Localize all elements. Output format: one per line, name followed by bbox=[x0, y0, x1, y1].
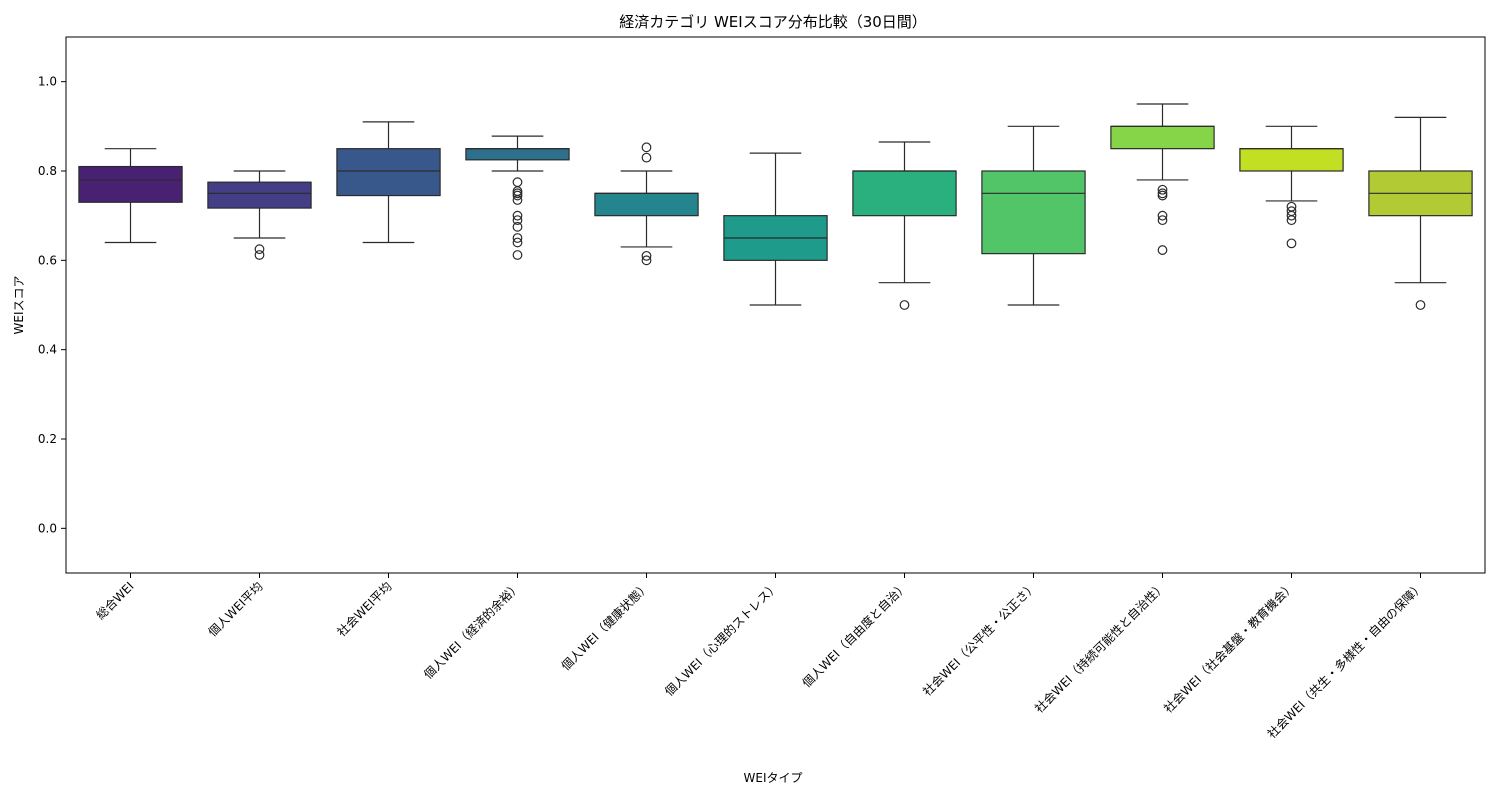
outlier-point bbox=[1286, 206, 1297, 217]
outlier-point bbox=[1157, 215, 1168, 226]
plot-frame bbox=[65, 36, 1486, 574]
outlier-point bbox=[641, 142, 652, 153]
chart-title: 経済カテゴリ WEIスコア分布比較（30日間） bbox=[619, 13, 927, 31]
x-tick-label: 個人WEI平均 bbox=[206, 579, 266, 639]
y-tick-label: 0.0 bbox=[38, 521, 57, 535]
outlier-point bbox=[512, 233, 523, 243]
box-group bbox=[852, 141, 957, 310]
x-tick-label: 社会WEI（社会基盤・教育機会） bbox=[1160, 579, 1297, 716]
box-iqr bbox=[981, 170, 1086, 255]
x-tick-label: 個人WEI（経済的余裕） bbox=[420, 579, 523, 682]
box-iqr bbox=[852, 170, 957, 217]
outlier-point bbox=[254, 244, 265, 255]
box-iqr bbox=[78, 165, 183, 203]
y-tick-label: 0.2 bbox=[38, 432, 57, 446]
box-group bbox=[594, 142, 699, 266]
x-tick-label: 個人WEI（自由度と自治） bbox=[799, 579, 911, 691]
box-group bbox=[1368, 116, 1473, 310]
x-axis-label: WEIタイプ bbox=[744, 771, 803, 785]
outlier-point bbox=[641, 250, 652, 261]
box-iqr bbox=[465, 148, 570, 161]
outlier-point bbox=[512, 210, 523, 221]
x-tick-label: 個人WEI（健康状態） bbox=[558, 579, 653, 674]
x-tick-label: 社会WEI（持続可能性と自治性） bbox=[1031, 579, 1168, 716]
x-tick-label: 個人WEI（心理的ストレス） bbox=[661, 579, 781, 699]
box-iqr bbox=[336, 148, 441, 197]
outlier-point bbox=[1157, 245, 1168, 255]
y-tick-label: 0.6 bbox=[38, 253, 57, 267]
box-iqr bbox=[207, 181, 312, 209]
box-iqr bbox=[1110, 125, 1215, 150]
x-tick-label: 社会WEI（公平性・公正さ） bbox=[919, 579, 1039, 699]
outlier-point bbox=[1286, 238, 1297, 249]
outlier-point bbox=[512, 177, 523, 188]
box-iqr bbox=[594, 192, 699, 217]
x-tick-label: 社会WEI平均 bbox=[334, 579, 395, 640]
outlier-point bbox=[641, 152, 652, 163]
box-group bbox=[78, 148, 183, 244]
y-axis-label: WEIスコア bbox=[12, 276, 26, 335]
y-tick-label: 1.0 bbox=[38, 75, 57, 89]
box-group bbox=[465, 135, 570, 260]
box-iqr bbox=[1239, 148, 1344, 172]
box-group bbox=[1239, 125, 1344, 249]
x-tick-label: 総合WEI bbox=[93, 579, 137, 623]
outlier-point bbox=[512, 237, 523, 248]
outlier-point bbox=[1286, 201, 1297, 212]
box-group bbox=[336, 121, 441, 244]
box-group bbox=[723, 152, 828, 306]
outlier-point bbox=[899, 300, 910, 310]
outlier-point bbox=[254, 250, 265, 260]
box-group bbox=[981, 125, 1086, 306]
outlier-point bbox=[512, 221, 523, 232]
box-group bbox=[1110, 103, 1215, 255]
box-group bbox=[207, 170, 312, 260]
outlier-point bbox=[512, 250, 523, 260]
y-tick-label: 0.8 bbox=[38, 164, 57, 178]
outlier-point bbox=[1157, 184, 1168, 195]
outlier-point bbox=[641, 255, 652, 266]
outlier-point bbox=[512, 215, 523, 226]
x-tick-label: 社会WEI（共生・多様性・自由の保障） bbox=[1264, 579, 1427, 742]
outlier-point bbox=[1415, 300, 1426, 310]
y-tick-label: 0.4 bbox=[38, 343, 57, 357]
outlier-point bbox=[1157, 210, 1168, 221]
outlier-point bbox=[1157, 188, 1168, 199]
